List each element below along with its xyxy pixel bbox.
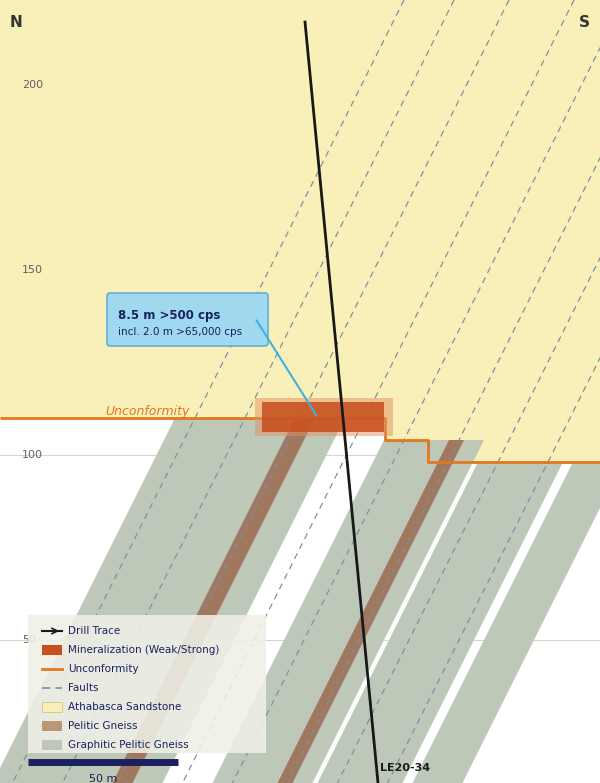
Bar <box>255 398 393 436</box>
Text: Unconformity: Unconformity <box>68 664 139 674</box>
Text: LE20-34: LE20-34 <box>380 763 430 773</box>
FancyBboxPatch shape <box>28 615 266 753</box>
Polygon shape <box>0 418 345 783</box>
FancyBboxPatch shape <box>107 293 268 346</box>
Text: N: N <box>10 15 23 30</box>
Text: 150: 150 <box>22 265 43 275</box>
Polygon shape <box>212 440 484 783</box>
Text: Athabasca Sandstone: Athabasca Sandstone <box>68 702 181 712</box>
Text: Graphitic Pelitic Gneiss: Graphitic Pelitic Gneiss <box>68 740 189 750</box>
Text: Drill Trace: Drill Trace <box>68 626 120 636</box>
Bar <box>42 740 62 750</box>
Text: 100: 100 <box>22 450 43 460</box>
Text: 50: 50 <box>22 635 36 645</box>
Text: S: S <box>579 15 590 30</box>
Text: incl. 2.0 m >65,000 cps: incl. 2.0 m >65,000 cps <box>118 327 242 337</box>
Bar <box>42 645 62 655</box>
Polygon shape <box>277 440 464 783</box>
Polygon shape <box>317 462 563 783</box>
Text: Pelitic Gneiss: Pelitic Gneiss <box>68 721 137 731</box>
Polygon shape <box>113 418 315 783</box>
Text: Mineralization (Weak/Strong): Mineralization (Weak/Strong) <box>68 645 220 655</box>
Text: 200: 200 <box>22 80 43 90</box>
Bar <box>262 402 384 432</box>
Text: 50 m: 50 m <box>89 774 117 783</box>
Text: Unconformity: Unconformity <box>105 405 190 417</box>
Text: Faults: Faults <box>68 683 98 693</box>
Bar <box>42 702 62 712</box>
Polygon shape <box>0 0 600 462</box>
Bar <box>42 721 62 731</box>
Polygon shape <box>413 462 600 783</box>
Text: 8.5 m >500 cps: 8.5 m >500 cps <box>118 309 220 322</box>
